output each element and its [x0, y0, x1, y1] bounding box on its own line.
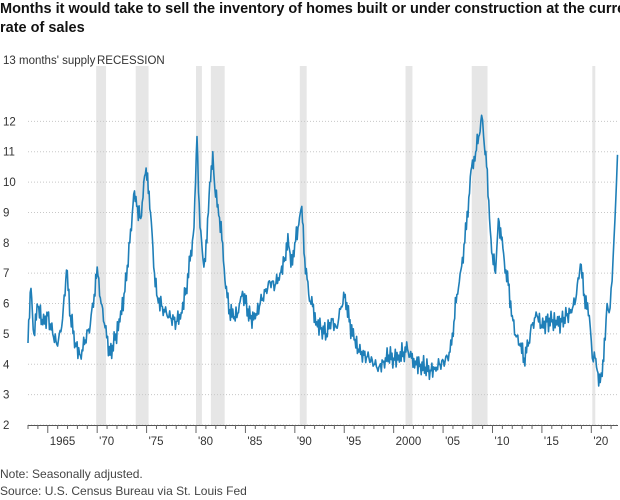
y-tick-label-3: 3 — [3, 390, 9, 402]
y-tick-label-9: 9 — [3, 207, 9, 219]
axes: 1965 '70 '75 '80 '85 '90 '95 2000 '05 '10 '15 '20 — [27, 425, 618, 448]
note-text: Note: Seasonally adjusted. — [0, 467, 143, 481]
y-tick-label-8: 8 — [3, 238, 9, 250]
recession-band-3 — [210, 66, 225, 425]
x-tick-label-2000: 2000 — [396, 436, 422, 448]
x-tick-label-1995: '95 — [346, 436, 361, 448]
x-tick-label-2020: '20 — [593, 436, 608, 448]
recession-band-1 — [135, 66, 149, 425]
y-tick-label-7: 7 — [3, 268, 9, 280]
y-tick-label-4: 4 — [3, 359, 10, 371]
series-line — [27, 114, 619, 387]
y-axis-unit-label: 13 months' supply — [3, 55, 96, 67]
x-tick-label-2015: '15 — [544, 436, 559, 448]
recession-legend-label: RECESSION — [97, 55, 165, 67]
recession-bands — [96, 66, 596, 425]
x-tick-label-1980: '80 — [198, 436, 213, 448]
x-tick-label-2010: '10 — [494, 436, 509, 448]
recession-band-7 — [592, 66, 596, 425]
recession-band-0 — [96, 66, 107, 425]
x-tick-label-1970: '70 — [99, 436, 114, 448]
recession-band-5 — [405, 66, 413, 425]
y-tick-label-6: 6 — [3, 299, 9, 311]
x-tick-label-1990: '90 — [297, 436, 312, 448]
series-layer — [27, 114, 619, 387]
chart-notes: Note: Seasonally adjusted. Source: U.S. … — [0, 466, 247, 500]
x-tick-label-1965: 1965 — [50, 436, 76, 448]
y-tick-label-11: 11 — [3, 147, 15, 159]
title-line-1: Months it would take to sell the invento… — [0, 1, 620, 17]
recession-band-2 — [196, 66, 202, 425]
line-chart: 2 3 4 5 6 7 8 9 10 11 12 1965 '70 '75 '80 '85 '90 '95 200… — [3, 55, 619, 448]
x-tick-label-2005: '05 — [445, 436, 460, 448]
y-tick-label-10: 10 — [3, 177, 16, 189]
y-tick-label-5: 5 — [3, 329, 9, 341]
recession-band-6 — [471, 66, 488, 425]
y-tick-label-2: 2 — [3, 420, 9, 432]
source-text: Source: U.S. Census Bureau via St. Louis… — [0, 484, 247, 498]
chart-title: Months it would take to sell the invento… — [0, 0, 620, 40]
x-tick-label-1975: '75 — [149, 436, 164, 448]
x-tick-label-1985: '85 — [247, 436, 262, 448]
y-tick-label-12: 12 — [3, 116, 16, 128]
title-line-2: rate of sales — [0, 20, 85, 36]
